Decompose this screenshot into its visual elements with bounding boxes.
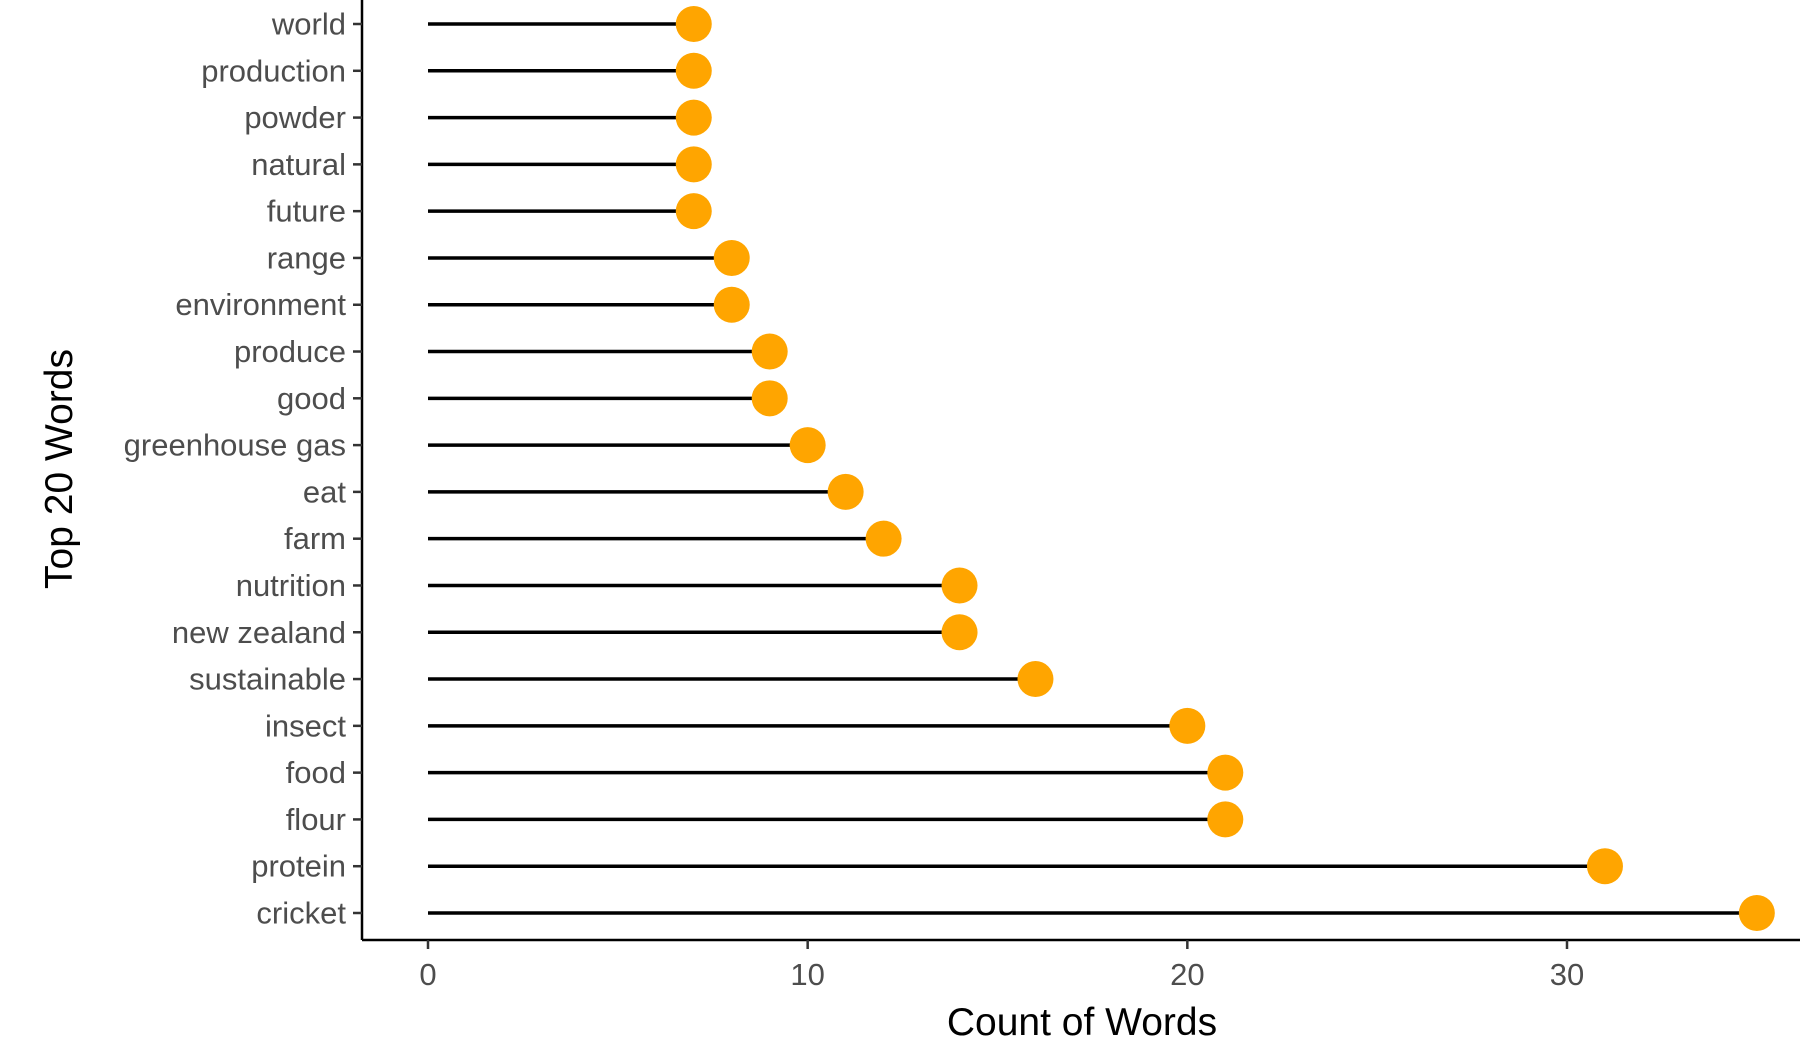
data-point — [675, 6, 712, 42]
data-point — [675, 146, 712, 183]
y-axis: cricket protein flour food insect sustainable… — [124, 0, 364, 940]
y-tick-label: world — [271, 7, 346, 42]
y-tick-label: food — [286, 755, 346, 790]
y-tick-label: eat — [303, 474, 346, 509]
data-point — [713, 239, 750, 276]
y-tick-label: nutrition — [236, 568, 346, 603]
data-point — [675, 52, 712, 89]
x-axis-title: Count of Words — [947, 1001, 1217, 1044]
y-tick-label: powder — [244, 100, 346, 135]
y-tick-label: good — [277, 381, 346, 416]
data-point — [675, 99, 712, 136]
y-tick-label: greenhouse gas — [124, 428, 346, 463]
data-point — [1169, 707, 1206, 744]
y-tick-label: sustainable — [189, 662, 346, 697]
y-tick-label: production — [201, 53, 346, 88]
x-axis: 0 10 20 30 — [362, 938, 1800, 992]
x-tick-label: 10 — [790, 957, 824, 992]
y-tick-label: natural — [251, 147, 346, 182]
data-point — [1738, 895, 1775, 931]
data-point — [751, 333, 788, 370]
y-axis-title: Top 20 Words — [38, 349, 81, 589]
y-tick-label: flour — [286, 802, 346, 837]
data-point — [1207, 754, 1244, 791]
y-tick-label: protein — [251, 849, 346, 884]
stems-layer — [428, 22, 1757, 915]
data-point — [865, 520, 902, 557]
y-tick-label: cricket — [256, 896, 346, 931]
data-point — [789, 427, 826, 464]
y-tick-label: future — [267, 194, 346, 229]
y-tick-label: farm — [284, 521, 346, 556]
x-tick-label: 20 — [1170, 957, 1204, 992]
data-point — [941, 614, 978, 651]
points-layer — [675, 6, 1775, 931]
y-tick-label: produce — [234, 334, 346, 369]
data-point — [827, 473, 864, 510]
data-point — [751, 380, 788, 417]
data-point — [713, 286, 750, 323]
data-point — [1586, 848, 1623, 885]
data-point — [1017, 661, 1054, 698]
y-tick-label: new zealand — [172, 615, 346, 650]
y-tick-label: environment — [175, 287, 346, 322]
y-tick-label: insect — [265, 708, 346, 743]
y-tick-label: range — [267, 240, 346, 275]
data-point — [941, 567, 978, 604]
data-point — [1207, 801, 1244, 838]
x-tick-label: 0 — [419, 957, 436, 992]
data-point — [675, 193, 712, 230]
x-tick-label: 30 — [1550, 957, 1584, 992]
